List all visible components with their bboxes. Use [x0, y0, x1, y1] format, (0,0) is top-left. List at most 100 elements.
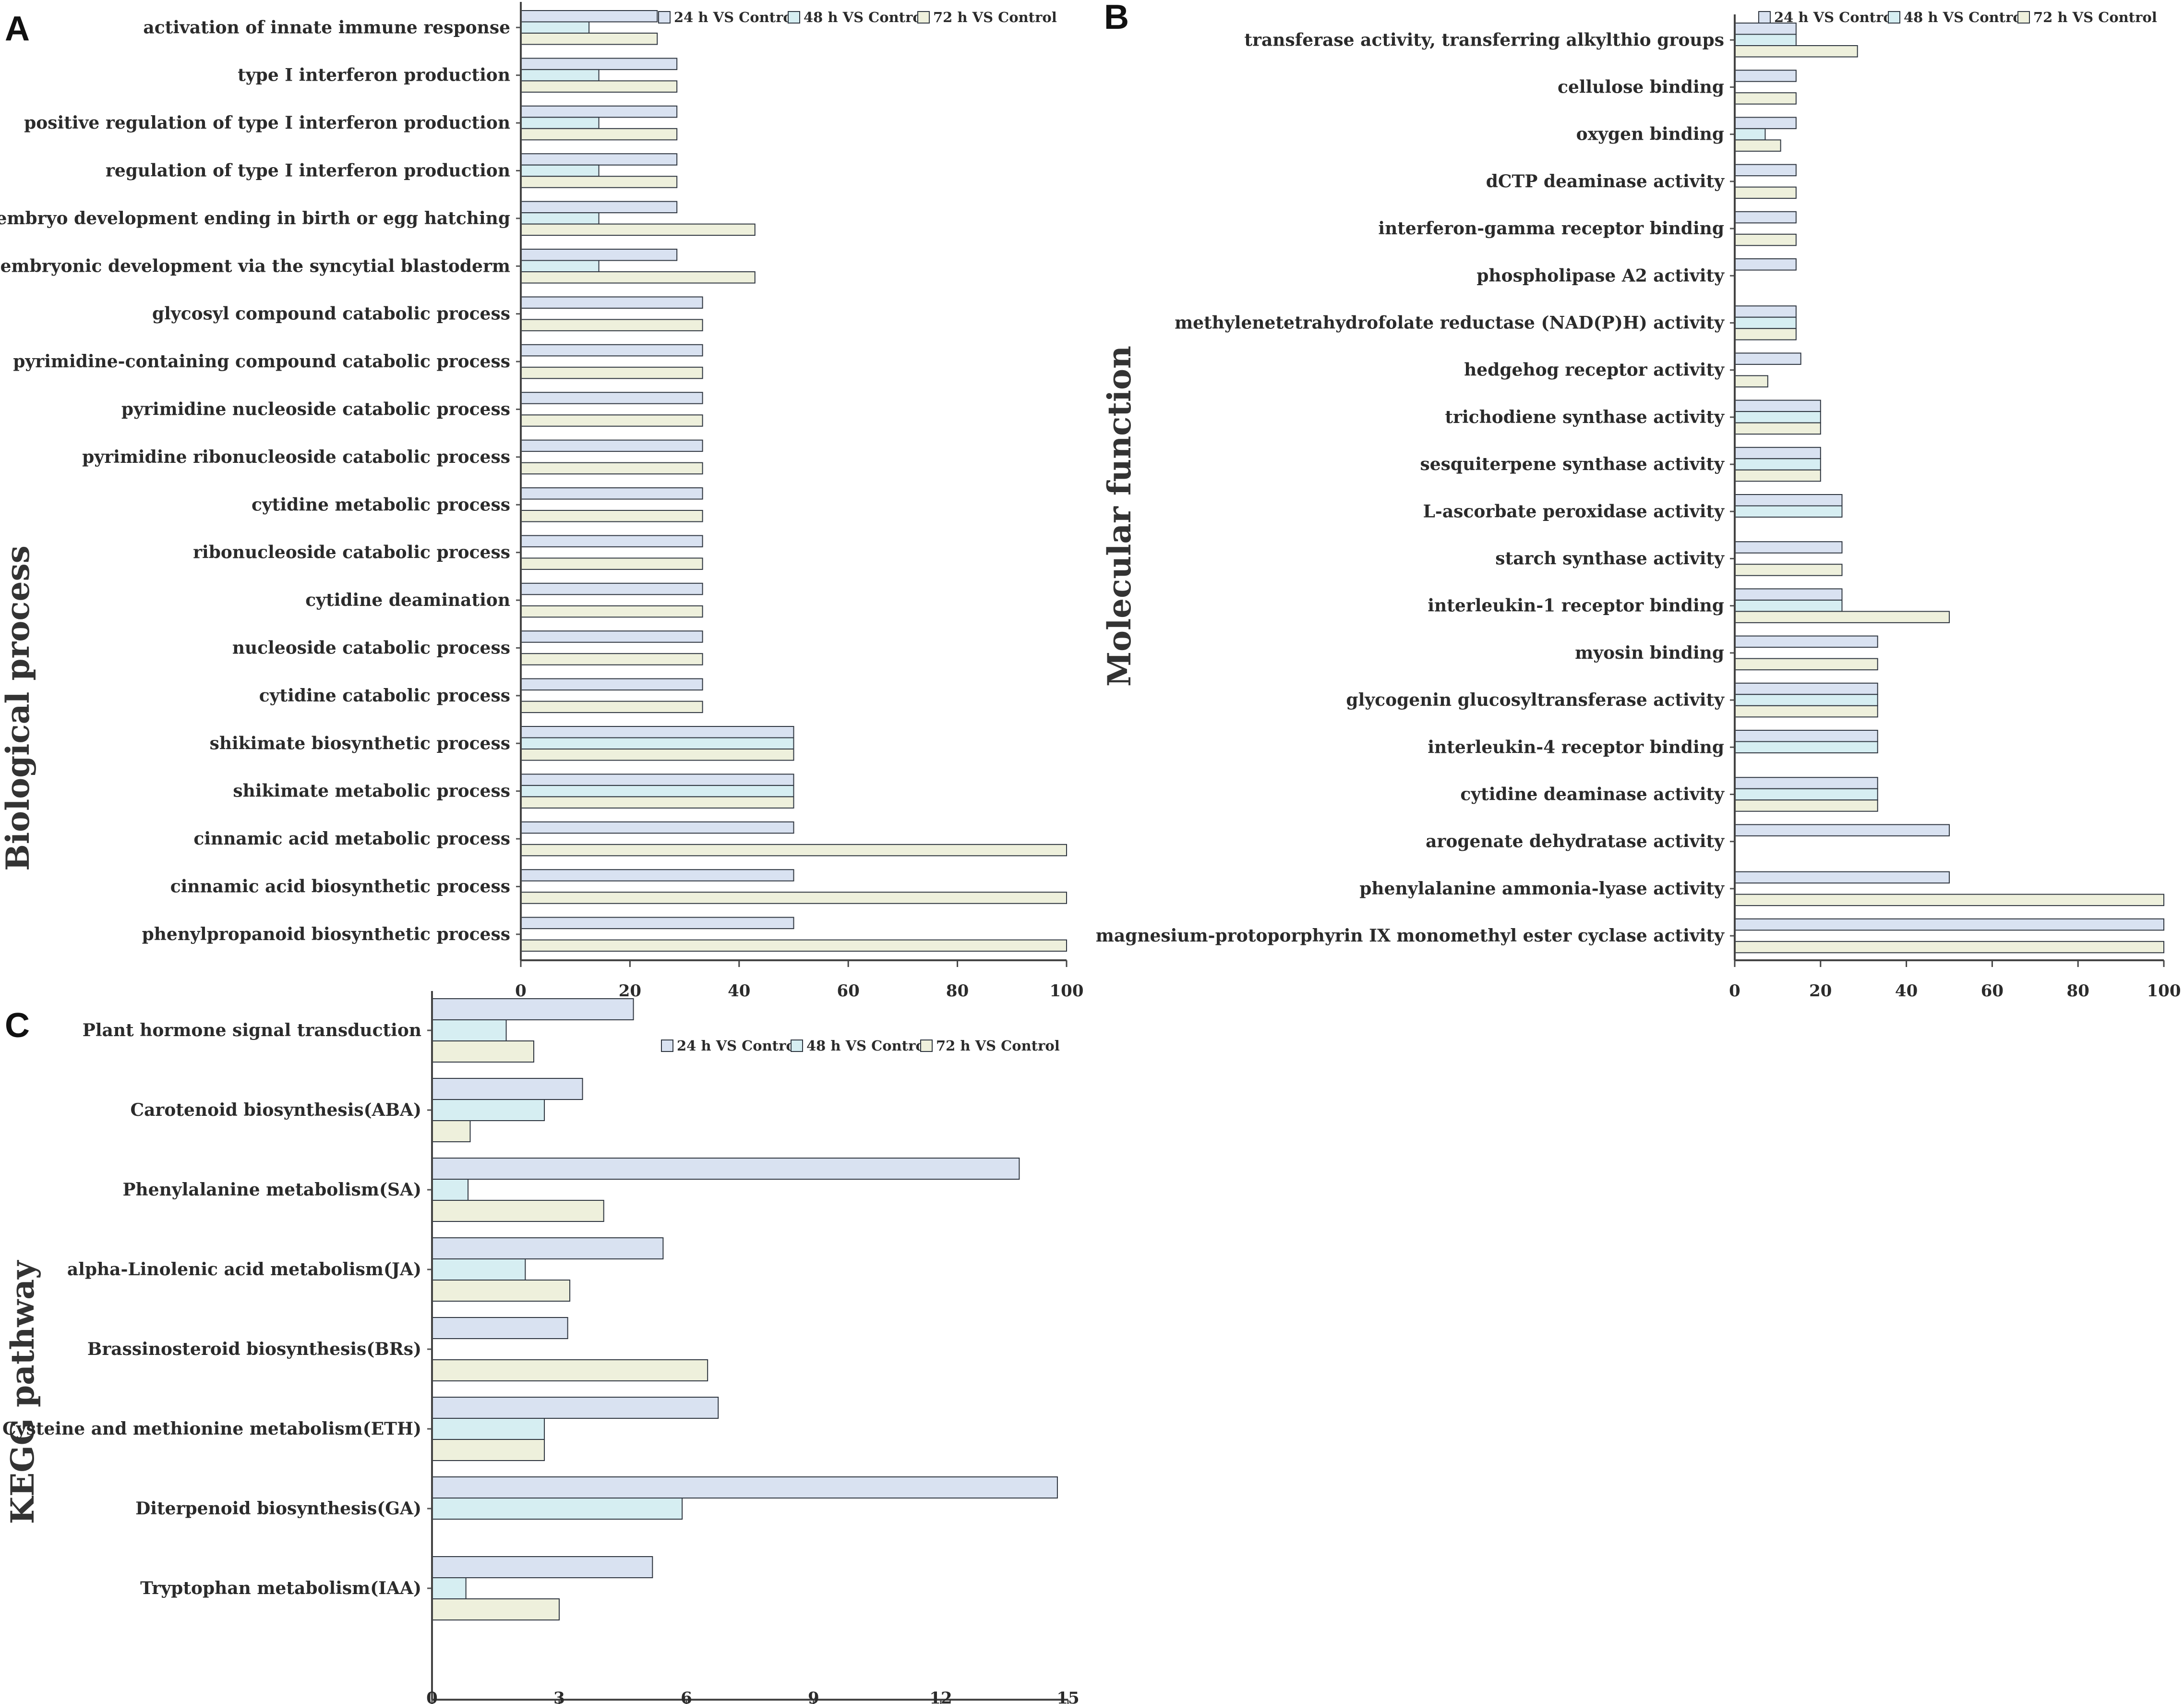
bar-a-s1 [520, 869, 794, 882]
bar-b-s1 [1734, 258, 1797, 271]
category-label: cytidine metabolic process [252, 495, 510, 515]
bar-a-s3 [520, 462, 703, 475]
bar-b-s3 [1734, 233, 1797, 246]
legend-swatch [1888, 11, 1900, 24]
bar-b-s2 [1734, 316, 1797, 329]
category-label: oxygen binding [1576, 124, 1724, 145]
category-label: Brassinosteroid biosynthesis(BRs) [87, 1339, 421, 1359]
panel-b: B Molecular function transferase activity,… [1096, 0, 2181, 1001]
category-label: hedgehog receptor activity [1464, 360, 1725, 380]
bar-b-s1 [1734, 70, 1797, 82]
bar-a-s1 [520, 630, 703, 643]
bar-a-s3 [520, 892, 1067, 904]
bar-c-s1 [432, 1556, 653, 1578]
category-label: interferon-gamma receptor binding [1378, 218, 1724, 239]
bar-b-s1 [1734, 447, 1821, 459]
category-label: Plant hormone signal transduction [83, 1020, 421, 1040]
x-tick-label: 20 [619, 981, 641, 1001]
legend-label: 48 h VS Control [806, 1038, 930, 1054]
bar-a-s3 [520, 80, 678, 93]
category-label: cinnamic acid metabolic process [193, 829, 510, 849]
bar-c-s3 [432, 1280, 571, 1302]
bar-a-s3 [520, 223, 756, 236]
bar-a-s3 [520, 33, 658, 45]
bar-c-s3 [432, 1359, 708, 1381]
bar-a-s2 [520, 737, 794, 749]
bar-a-s3 [520, 366, 703, 379]
bar-c-s2 [432, 1179, 469, 1201]
bar-c-s2 [432, 1418, 545, 1440]
bar-b-s1 [1734, 352, 1801, 365]
bar-b-s1 [1734, 824, 1950, 836]
legend-label: 72 h VS Control [933, 9, 1057, 25]
bar-b-s1 [1734, 730, 1878, 742]
bar-b-s1 [1734, 399, 1821, 412]
panel-a: A Biological process activation of innate … [0, 2, 1083, 1001]
bar-b-s3 [1734, 611, 1950, 623]
bar-a-s3 [520, 319, 703, 331]
bar-b-s1 [1734, 117, 1797, 129]
bar-c-s2 [432, 1099, 545, 1121]
x-tick-label: 0 [515, 981, 527, 1001]
bar-b-s1 [1734, 541, 1843, 554]
legend-label: 48 h VS Control [804, 9, 927, 25]
category-label: Diterpenoid biosynthesis(GA) [135, 1499, 421, 1519]
x-tick-label: 3 [553, 1689, 565, 1704]
category-label: cinnamic acid biosynthetic process [170, 876, 510, 896]
bar-b-s2 [1734, 741, 1878, 753]
category-label: sesquiterpene synthase activity [1420, 454, 1725, 474]
category-label: transferase activity, transferring alkyl… [1244, 30, 1724, 50]
legend-swatch [791, 1039, 803, 1052]
bar-c-s1 [432, 1158, 1020, 1180]
bar-b-s3 [1734, 92, 1797, 105]
panel-letter-a: A [5, 10, 30, 48]
legend-swatch [917, 11, 930, 24]
legend-swatch [658, 11, 671, 24]
bar-a-s2 [520, 212, 600, 225]
category-label: interleukin-4 receptor binding [1428, 737, 1724, 757]
x-tick-label: 60 [837, 981, 860, 1001]
x-tick-label: 80 [2067, 981, 2089, 1001]
bar-b-s1 [1734, 777, 1878, 789]
category-label: Cysteine and methionine metabolism(ETH) [2, 1419, 421, 1439]
x-tick-label: 60 [1981, 981, 2004, 1001]
bar-b-s3 [1734, 469, 1821, 482]
bar-b-s1 [1734, 305, 1797, 318]
bar-a-s3 [520, 701, 703, 713]
bar-c-s1 [432, 1237, 664, 1259]
bar-b-s2 [1734, 34, 1797, 46]
category-label: shikimate metabolic process [233, 781, 510, 801]
legend-b: 24 h VS Control 48 h VS Control 72 h VS Co… [1758, 9, 2157, 25]
bar-b-s3 [1734, 564, 1843, 576]
bar-c-s2 [432, 1498, 683, 1520]
category-label: trichodiene synthase activity [1445, 407, 1725, 427]
bar-c-s3 [432, 1598, 560, 1620]
bar-a-s3 [520, 510, 703, 522]
legend-label: 24 h VS Control [1774, 9, 1898, 25]
category-label: Carotenoid biosynthesis(ABA) [130, 1100, 421, 1120]
bar-b-s3 [1734, 799, 1878, 812]
bar-a-s1 [520, 582, 703, 595]
category-label: glycosyl compound catabolic process [152, 304, 510, 324]
bar-c-s1 [432, 1476, 1058, 1499]
bar-b-s1 [1734, 588, 1843, 601]
bar-c-s3 [432, 1200, 604, 1222]
category-label: L-ascorbate peroxidase activity [1423, 501, 1725, 521]
panel-letter-b: B [1104, 0, 1129, 36]
bar-b-s3 [1734, 328, 1797, 340]
category-label: alpha-Linolenic acid metabolism(JA) [67, 1259, 421, 1280]
bar-a-s2 [520, 69, 600, 82]
bar-a-s1 [520, 10, 658, 23]
category-label: pyrimidine ribonucleoside catabolic proc… [82, 447, 510, 467]
bar-b-s3 [1734, 894, 2164, 906]
bar-b-s3 [1734, 139, 1781, 152]
bar-a-s1 [520, 821, 794, 834]
category-label: embryonic development via the syncytial … [0, 256, 510, 276]
category-label: activation of innate immune response [143, 17, 510, 37]
panel-c: C KEGG pathway Plant hormone signal transd… [2, 991, 1080, 1704]
axis-title-a: Biological process [0, 545, 36, 871]
category-label: embryo development ending in birth or eg… [0, 208, 510, 229]
x-tick-label: 9 [808, 1689, 819, 1704]
category-label: cytidine deaminase activity [1460, 784, 1725, 804]
category-label: arogenate dehydratase activity [1426, 832, 1725, 852]
